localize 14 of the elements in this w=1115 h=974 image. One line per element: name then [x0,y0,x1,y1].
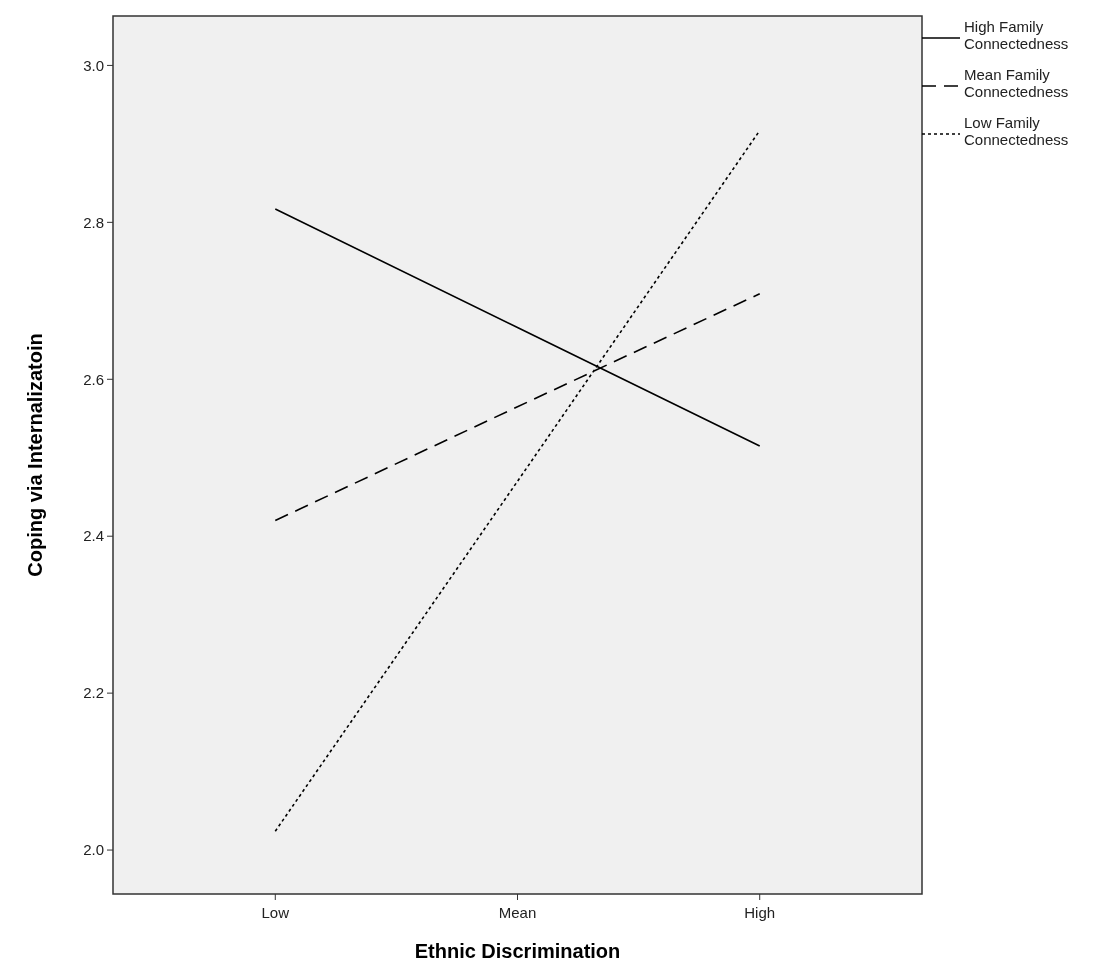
y-tick-label: 2.8 [83,213,104,231]
y-axis-title: Coping via Internalizatoin [24,333,46,577]
legend-label: Low Family Connectedness [964,114,1069,148]
y-tick-label: 3.0 [83,56,104,74]
y-tick-label: 2.6 [83,370,104,388]
y-tick-label: 2.4 [83,527,104,545]
x-tick-label: Low [261,904,290,921]
x-tick-label: High [744,904,776,921]
x-tick-label: Mean [498,904,537,921]
legend-label: High Family Connectedness [964,18,1069,52]
y-tick-label: 2.0 [83,841,104,859]
y-tick-label: 2.2 [83,684,104,702]
x-axis-title: Ethnic Discrimination [414,940,621,962]
legend-label: Mean Family Connectedness [964,66,1069,100]
